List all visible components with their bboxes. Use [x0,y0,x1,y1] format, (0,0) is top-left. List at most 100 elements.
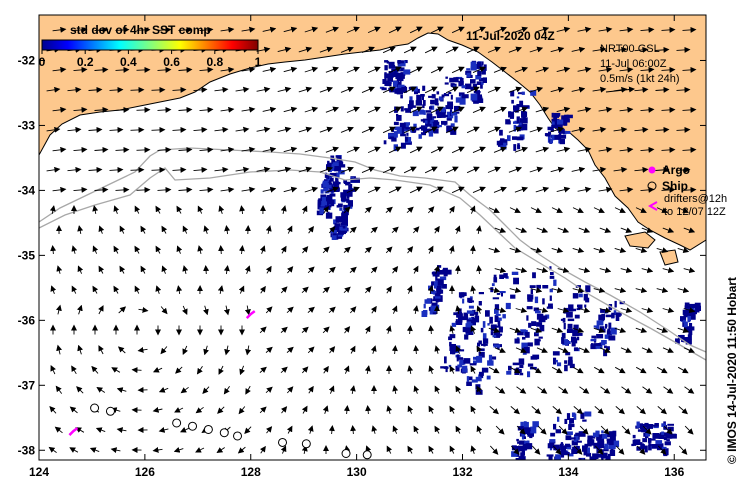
current-vector [77,344,84,355]
sst-cell [609,439,614,446]
sst-cell [384,60,389,63]
current-vector [136,26,151,33]
sst-cell [641,443,644,449]
colorbar-gradient [41,39,259,51]
sst-cell [324,204,328,208]
sst-cell [644,445,648,453]
sst-cell [429,122,435,128]
sst-cell [455,345,461,349]
sst-cell [430,102,435,105]
sst-cell [606,346,610,350]
current-vector [516,386,527,394]
sst-cell [381,87,387,91]
sst-cell [600,309,606,313]
current-vector [298,86,313,93]
current-vector [530,207,542,213]
current-vector [382,126,396,134]
current-vector [661,26,676,33]
current-vector [472,146,486,154]
sst-cell [592,453,599,459]
sst-cell [605,465,607,471]
sst-cell [532,421,539,428]
current-vector [197,205,204,214]
current-vector [98,345,104,355]
sst-cell [607,328,611,333]
sst-cell [604,443,609,450]
sst-cell [335,172,340,178]
sst-cell [336,155,342,161]
sst-cell [429,106,433,110]
sst-cell [343,180,347,183]
sst-cell [479,371,484,376]
current-vector [343,246,351,253]
current-vector [280,445,287,454]
sst-cell [609,449,616,456]
sst-cell [530,426,537,434]
sst-cell [396,88,403,95]
current-vector [67,86,82,93]
current-vector [193,126,208,133]
sst-cell [480,84,483,89]
current-vector [130,166,145,173]
sst-cell [419,109,425,115]
sst-cell [520,329,527,333]
current-vector [466,86,480,94]
ship-marker [203,424,213,434]
sst-cell [684,305,691,309]
sst-cell [591,335,597,338]
current-vector [487,166,501,173]
sst-cell [498,326,503,333]
sst-cell [478,292,484,295]
sst-cell [496,140,504,146]
current-vector [116,387,127,394]
current-vector [551,287,564,294]
current-vector [241,66,256,73]
ship-marker [233,431,243,441]
sst-cell [546,468,550,472]
current-vector [92,285,99,294]
sst-cell [321,196,326,202]
sst-cell [478,374,481,380]
sst-cell [605,433,611,436]
sst-cell [566,431,573,435]
sst-cell [400,72,406,76]
current-vector [593,207,605,213]
current-vector [325,26,340,33]
sst-cell [436,125,442,128]
current-vector [469,205,476,214]
sst-cell [342,198,350,202]
current-vector [113,285,120,294]
current-vector [448,205,455,214]
current-vector [434,385,441,394]
sst-cell [518,358,525,365]
current-vector [661,66,676,73]
current-vector [217,406,225,414]
sst-cell [431,302,438,307]
current-vector [155,285,162,294]
ship-legend-icon [647,181,657,191]
current-vector [151,126,166,133]
sst-cell [434,294,438,299]
sst-cell [531,321,537,326]
sst-cell [524,431,529,434]
current-vector [119,225,126,234]
sst-cell [560,318,565,321]
sst-cell [590,339,596,342]
sst-cell [527,294,534,300]
current-vector [558,425,568,435]
current-vector [301,366,309,374]
sst-cell [446,125,452,133]
sst-cell [456,111,460,114]
sst-cell [521,342,528,350]
sst-cell [641,428,648,433]
current-vector [620,347,632,353]
current-vector [349,266,357,273]
sst-cell [603,349,608,357]
sst-cell [340,192,347,198]
current-vector [451,146,465,154]
sst-cell [434,128,439,134]
current-vector [642,386,653,394]
current-vector [487,46,501,53]
current-vector [287,266,294,274]
sst-cell [468,317,473,320]
